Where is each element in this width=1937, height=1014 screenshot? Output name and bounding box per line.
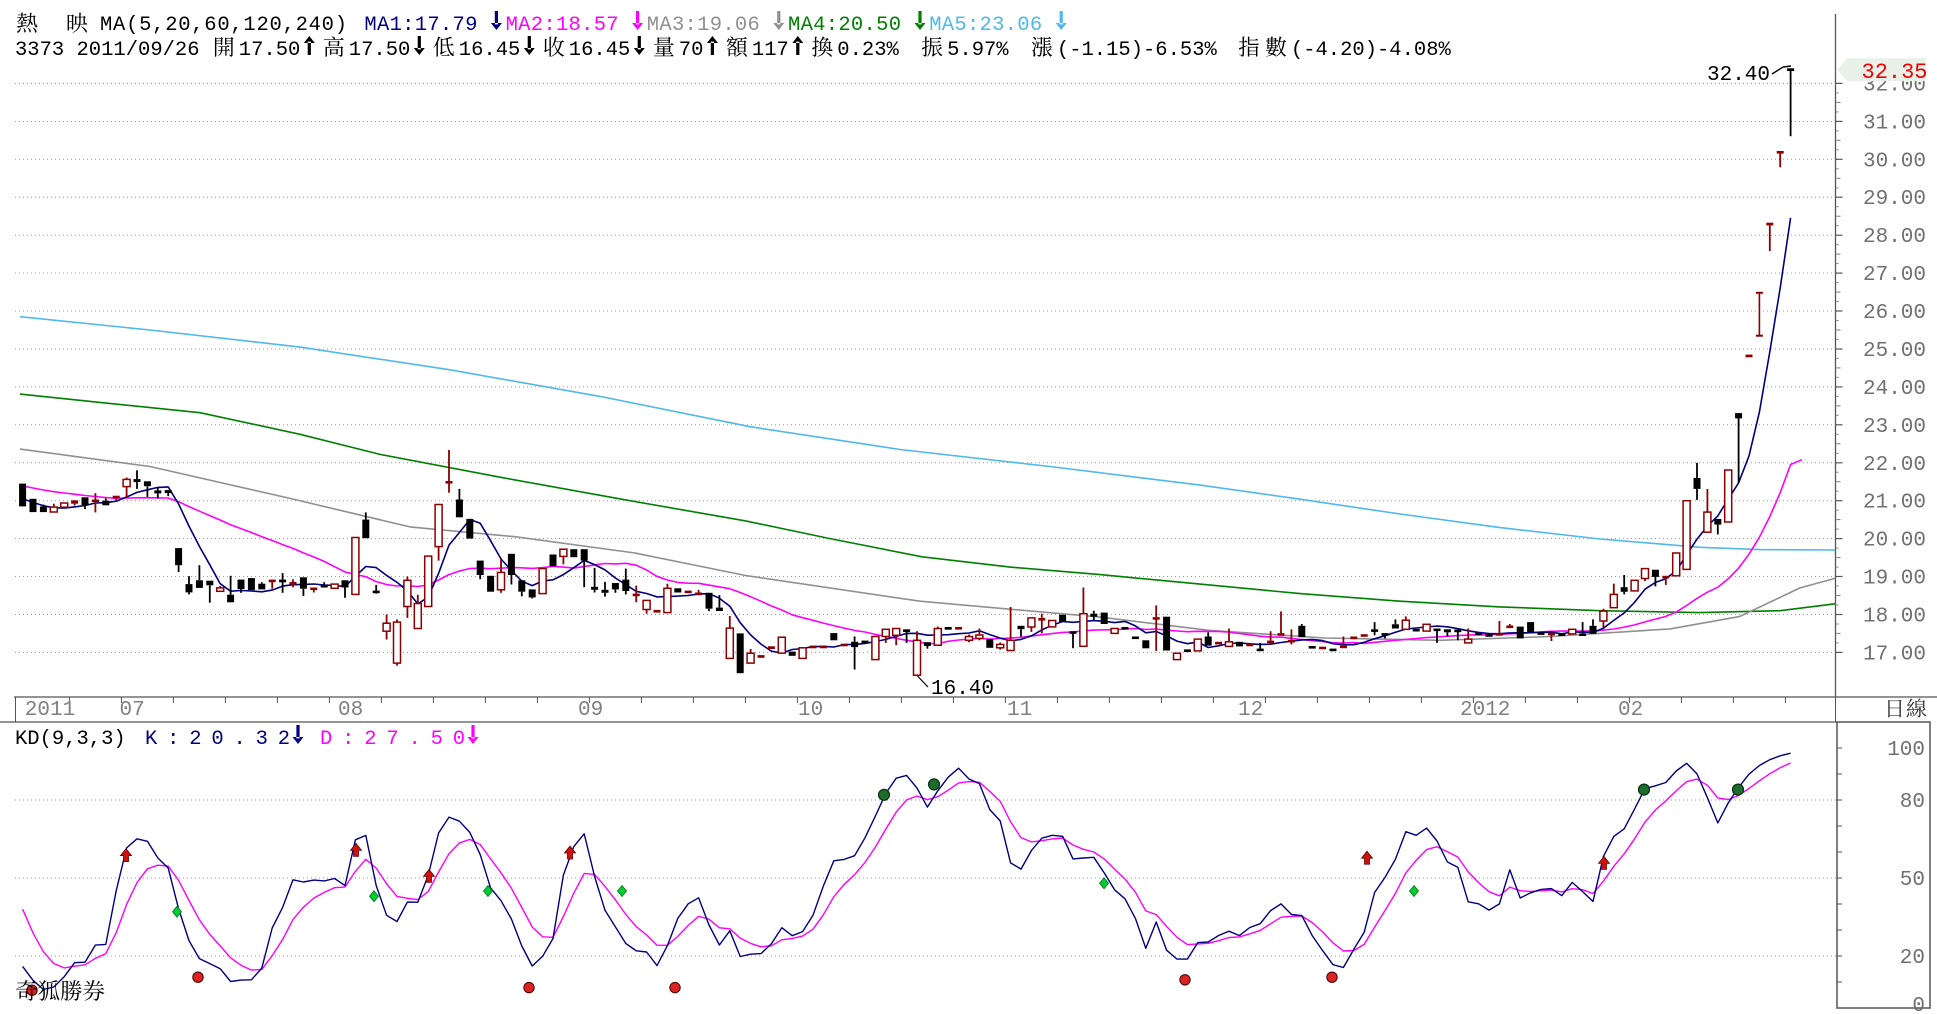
- svg-text:3373 2011/09/26: 3373 2011/09/26: [15, 39, 200, 62]
- svg-text:23.00: 23.00: [1863, 416, 1926, 439]
- svg-text:MA1:17.79: MA1:17.79: [364, 14, 477, 37]
- svg-text:MA5:23.06: MA5:23.06: [929, 14, 1042, 37]
- svg-text:16.45: 16.45: [569, 39, 631, 62]
- svg-text:08: 08: [338, 699, 363, 722]
- svg-text:09: 09: [578, 699, 603, 722]
- svg-text:2011: 2011: [25, 699, 75, 722]
- svg-text:10: 10: [798, 699, 823, 722]
- svg-text:17.50: 17.50: [349, 39, 411, 62]
- svg-text:80: 80: [1900, 791, 1925, 814]
- svg-text:32.35: 32.35: [1862, 60, 1928, 85]
- svg-text:MA4:20.50: MA4:20.50: [788, 14, 901, 37]
- svg-text:26.00: 26.00: [1863, 302, 1926, 325]
- svg-text:32.40: 32.40: [1707, 64, 1770, 87]
- svg-text:18.00: 18.00: [1863, 606, 1926, 629]
- svg-text:0: 0: [1912, 995, 1925, 1014]
- svg-text:27.00: 27.00: [1863, 264, 1926, 287]
- svg-text:19.00: 19.00: [1863, 568, 1926, 591]
- svg-text:16.45: 16.45: [459, 39, 521, 62]
- svg-text:21.00: 21.00: [1863, 492, 1926, 515]
- svg-text:MA(5,20,60,120,240): MA(5,20,60,120,240): [100, 14, 347, 37]
- svg-text:2012: 2012: [1460, 699, 1510, 722]
- svg-text:07: 07: [120, 699, 145, 722]
- svg-text:11: 11: [1007, 699, 1032, 722]
- svg-text:MA3:19.06: MA3:19.06: [647, 14, 760, 37]
- svg-text:02: 02: [1618, 699, 1643, 722]
- svg-text:100: 100: [1887, 739, 1925, 762]
- svg-text:30.00: 30.00: [1863, 150, 1926, 173]
- svg-text:24.00: 24.00: [1863, 378, 1926, 401]
- svg-text:12: 12: [1238, 699, 1263, 722]
- svg-text:20: 20: [1900, 947, 1925, 970]
- svg-text:17.50: 17.50: [239, 39, 301, 62]
- svg-text:5.97%: 5.97%: [947, 39, 1009, 62]
- svg-text:31.00: 31.00: [1863, 112, 1926, 135]
- svg-text:117: 117: [752, 39, 789, 62]
- svg-text:(-4.20)-4.08%: (-4.20)-4.08%: [1291, 39, 1452, 62]
- svg-text:28.00: 28.00: [1863, 226, 1926, 249]
- svg-text:29.00: 29.00: [1863, 188, 1926, 211]
- svg-text:0.23%: 0.23%: [837, 39, 899, 62]
- svg-text:25.00: 25.00: [1863, 340, 1926, 363]
- svg-text:16.40: 16.40: [931, 678, 994, 701]
- svg-text:22.00: 22.00: [1863, 454, 1926, 477]
- svg-text:KD(9,3,3): KD(9,3,3): [15, 728, 126, 751]
- svg-text:17.00: 17.00: [1863, 643, 1926, 666]
- svg-text:MA2:18.57: MA2:18.57: [506, 14, 619, 37]
- svg-text:50: 50: [1900, 869, 1925, 892]
- svg-text:20.00: 20.00: [1863, 530, 1926, 553]
- svg-text:(-1.15)-6.53%: (-1.15)-6.53%: [1057, 39, 1218, 62]
- svg-text:70: 70: [679, 39, 704, 62]
